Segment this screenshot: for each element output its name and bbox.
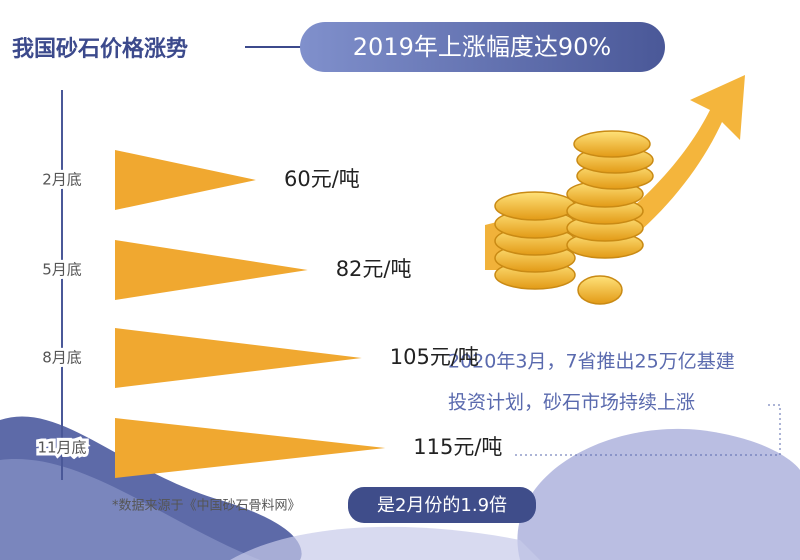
bar	[115, 418, 386, 478]
background-wave	[0, 459, 260, 560]
bar	[115, 328, 362, 388]
annotation: 投资计划，砂石市场持续上涨	[448, 392, 695, 414]
annotation-connector	[515, 404, 781, 456]
coins-illustration	[485, 75, 745, 305]
value-label: 60元/吨	[284, 167, 360, 191]
footnote: *数据来源于《中国砂石骨料网》	[112, 499, 301, 514]
chart-title: 我国砂石价格涨势	[12, 36, 188, 62]
callout: 是2月份的1.9倍	[377, 495, 507, 516]
value-label: 82元/吨	[336, 257, 412, 281]
value-label: 115元/吨	[413, 435, 502, 459]
chart-subtitle: 2019年上涨幅度达90%	[353, 33, 611, 61]
bar	[115, 240, 308, 300]
annotation: 2020年3月，7省推出25万亿基建	[448, 351, 735, 373]
background-blob	[230, 526, 540, 560]
callout-badge	[348, 487, 536, 523]
bar	[115, 150, 256, 210]
category-label: 2月底	[42, 171, 82, 189]
background-blob	[517, 428, 800, 560]
category-label: 8月底	[42, 349, 82, 367]
value-label: 105元/吨	[390, 345, 479, 369]
subtitle-badge	[300, 22, 665, 72]
category-label: 5月底	[42, 261, 82, 279]
category-label: 11月底	[37, 439, 86, 457]
